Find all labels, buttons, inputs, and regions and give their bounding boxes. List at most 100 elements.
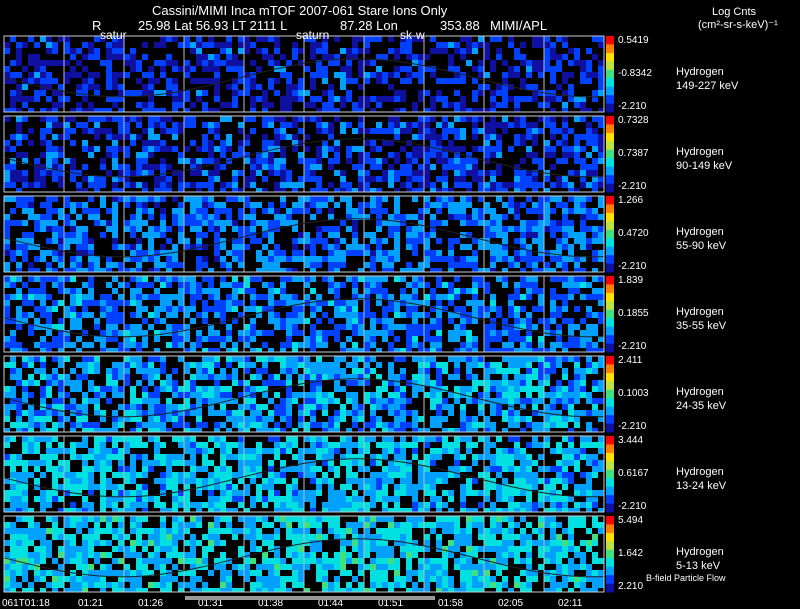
heatmap-cell (64, 342, 70, 348)
heatmap-cell (550, 90, 556, 96)
heatmap-cell (526, 84, 532, 90)
heatmap-cell (28, 416, 34, 422)
heatmap-cell (334, 238, 340, 244)
heatmap-cell (106, 60, 112, 66)
heatmap-cell (58, 96, 64, 102)
heatmap-cell (418, 36, 424, 42)
heatmap-cell (76, 472, 82, 478)
heatmap-cell (214, 238, 220, 244)
heatmap-cell (304, 336, 310, 342)
heatmap-cell (472, 336, 478, 342)
heatmap-cell (568, 410, 574, 416)
heatmap-cell (100, 300, 106, 306)
heatmap-cell (10, 36, 16, 42)
heatmap-cell (82, 496, 88, 502)
heatmap-cell (538, 208, 544, 214)
heatmap-cell (124, 146, 130, 152)
heatmap-cell (496, 232, 502, 238)
heatmap-cell (484, 490, 490, 496)
heatmap-cell (394, 416, 400, 422)
heatmap-cell (364, 202, 370, 208)
heatmap-cell (430, 288, 436, 294)
heatmap-cell (484, 508, 490, 512)
heatmap-cell (598, 36, 604, 42)
heatmap-cell (586, 244, 592, 250)
heatmap-cell (580, 170, 586, 176)
heatmap-cell (418, 54, 424, 60)
heatmap-cell (136, 250, 142, 256)
heatmap-cell (136, 428, 142, 432)
heatmap-cell (460, 318, 466, 324)
heatmap-cell (418, 134, 424, 140)
heatmap-cell (148, 428, 154, 432)
heatmap-cell (316, 66, 322, 72)
heatmap-cell (70, 108, 76, 112)
heatmap-cell (94, 214, 100, 220)
heatmap-cell (274, 300, 280, 306)
heatmap-cell (136, 342, 142, 348)
heatmap-cell (598, 134, 604, 140)
heatmap-cell (442, 96, 448, 102)
heatmap-cell (190, 276, 196, 282)
heatmap-cell (124, 502, 130, 508)
heatmap-cell (394, 48, 400, 54)
heatmap-cell (58, 442, 64, 448)
heatmap-cell (514, 66, 520, 72)
heatmap-cell (88, 152, 94, 158)
heatmap-cell (430, 164, 436, 170)
heatmap-cell (574, 276, 580, 282)
heatmap-cell (580, 102, 586, 108)
heatmap-cell (16, 490, 22, 496)
heatmap-cell (370, 164, 376, 170)
heatmap-cell (472, 428, 478, 432)
heatmap-cell (232, 182, 238, 188)
heatmap-cell (76, 294, 82, 300)
heatmap-cell (430, 496, 436, 502)
heatmap-cell (436, 472, 442, 478)
heatmap-cell (154, 312, 160, 318)
heatmap-cell (400, 466, 406, 472)
heatmap-cell (112, 84, 118, 90)
heatmap-cell (70, 232, 76, 238)
heatmap-cell (460, 116, 466, 122)
heatmap-cell (376, 282, 382, 288)
heatmap-cell (4, 428, 10, 432)
heatmap-cell (310, 342, 316, 348)
heatmap-cell (544, 324, 550, 330)
heatmap-cell (166, 478, 172, 484)
heatmap-cell (208, 362, 214, 368)
heatmap-cell (502, 392, 508, 398)
heatmap-cell (400, 276, 406, 282)
heatmap-cell (442, 404, 448, 410)
heatmap-cell (262, 158, 268, 164)
heatmap-cell (112, 116, 118, 122)
heatmap-cell (112, 158, 118, 164)
heatmap-cell (208, 108, 214, 112)
heatmap-cell (10, 392, 16, 398)
heatmap-cell (286, 256, 292, 262)
heatmap-cell (226, 472, 232, 478)
heatmap-cell (178, 496, 184, 502)
heatmap-cell (304, 196, 310, 202)
heatmap-cell (466, 244, 472, 250)
heatmap-cell (532, 152, 538, 158)
heatmap-cell (22, 134, 28, 140)
heatmap-cell (262, 294, 268, 300)
heatmap-cell (496, 436, 502, 442)
heatmap-cell (268, 102, 274, 108)
heatmap-cell (298, 342, 304, 348)
heatmap-cell (250, 300, 256, 306)
heatmap-cell (256, 268, 262, 272)
heatmap-cell (142, 276, 148, 282)
heatmap-cell (532, 268, 538, 272)
heatmap-cell (124, 448, 130, 454)
heatmap-cell (28, 460, 34, 466)
heatmap-cell (256, 84, 262, 90)
heatmap-cell (106, 294, 112, 300)
heatmap-cell (70, 208, 76, 214)
heatmap-cell (4, 140, 10, 146)
heatmap-cell (256, 238, 262, 244)
heatmap-cell (226, 282, 232, 288)
heatmap-cell (334, 294, 340, 300)
heatmap-cell (328, 164, 334, 170)
